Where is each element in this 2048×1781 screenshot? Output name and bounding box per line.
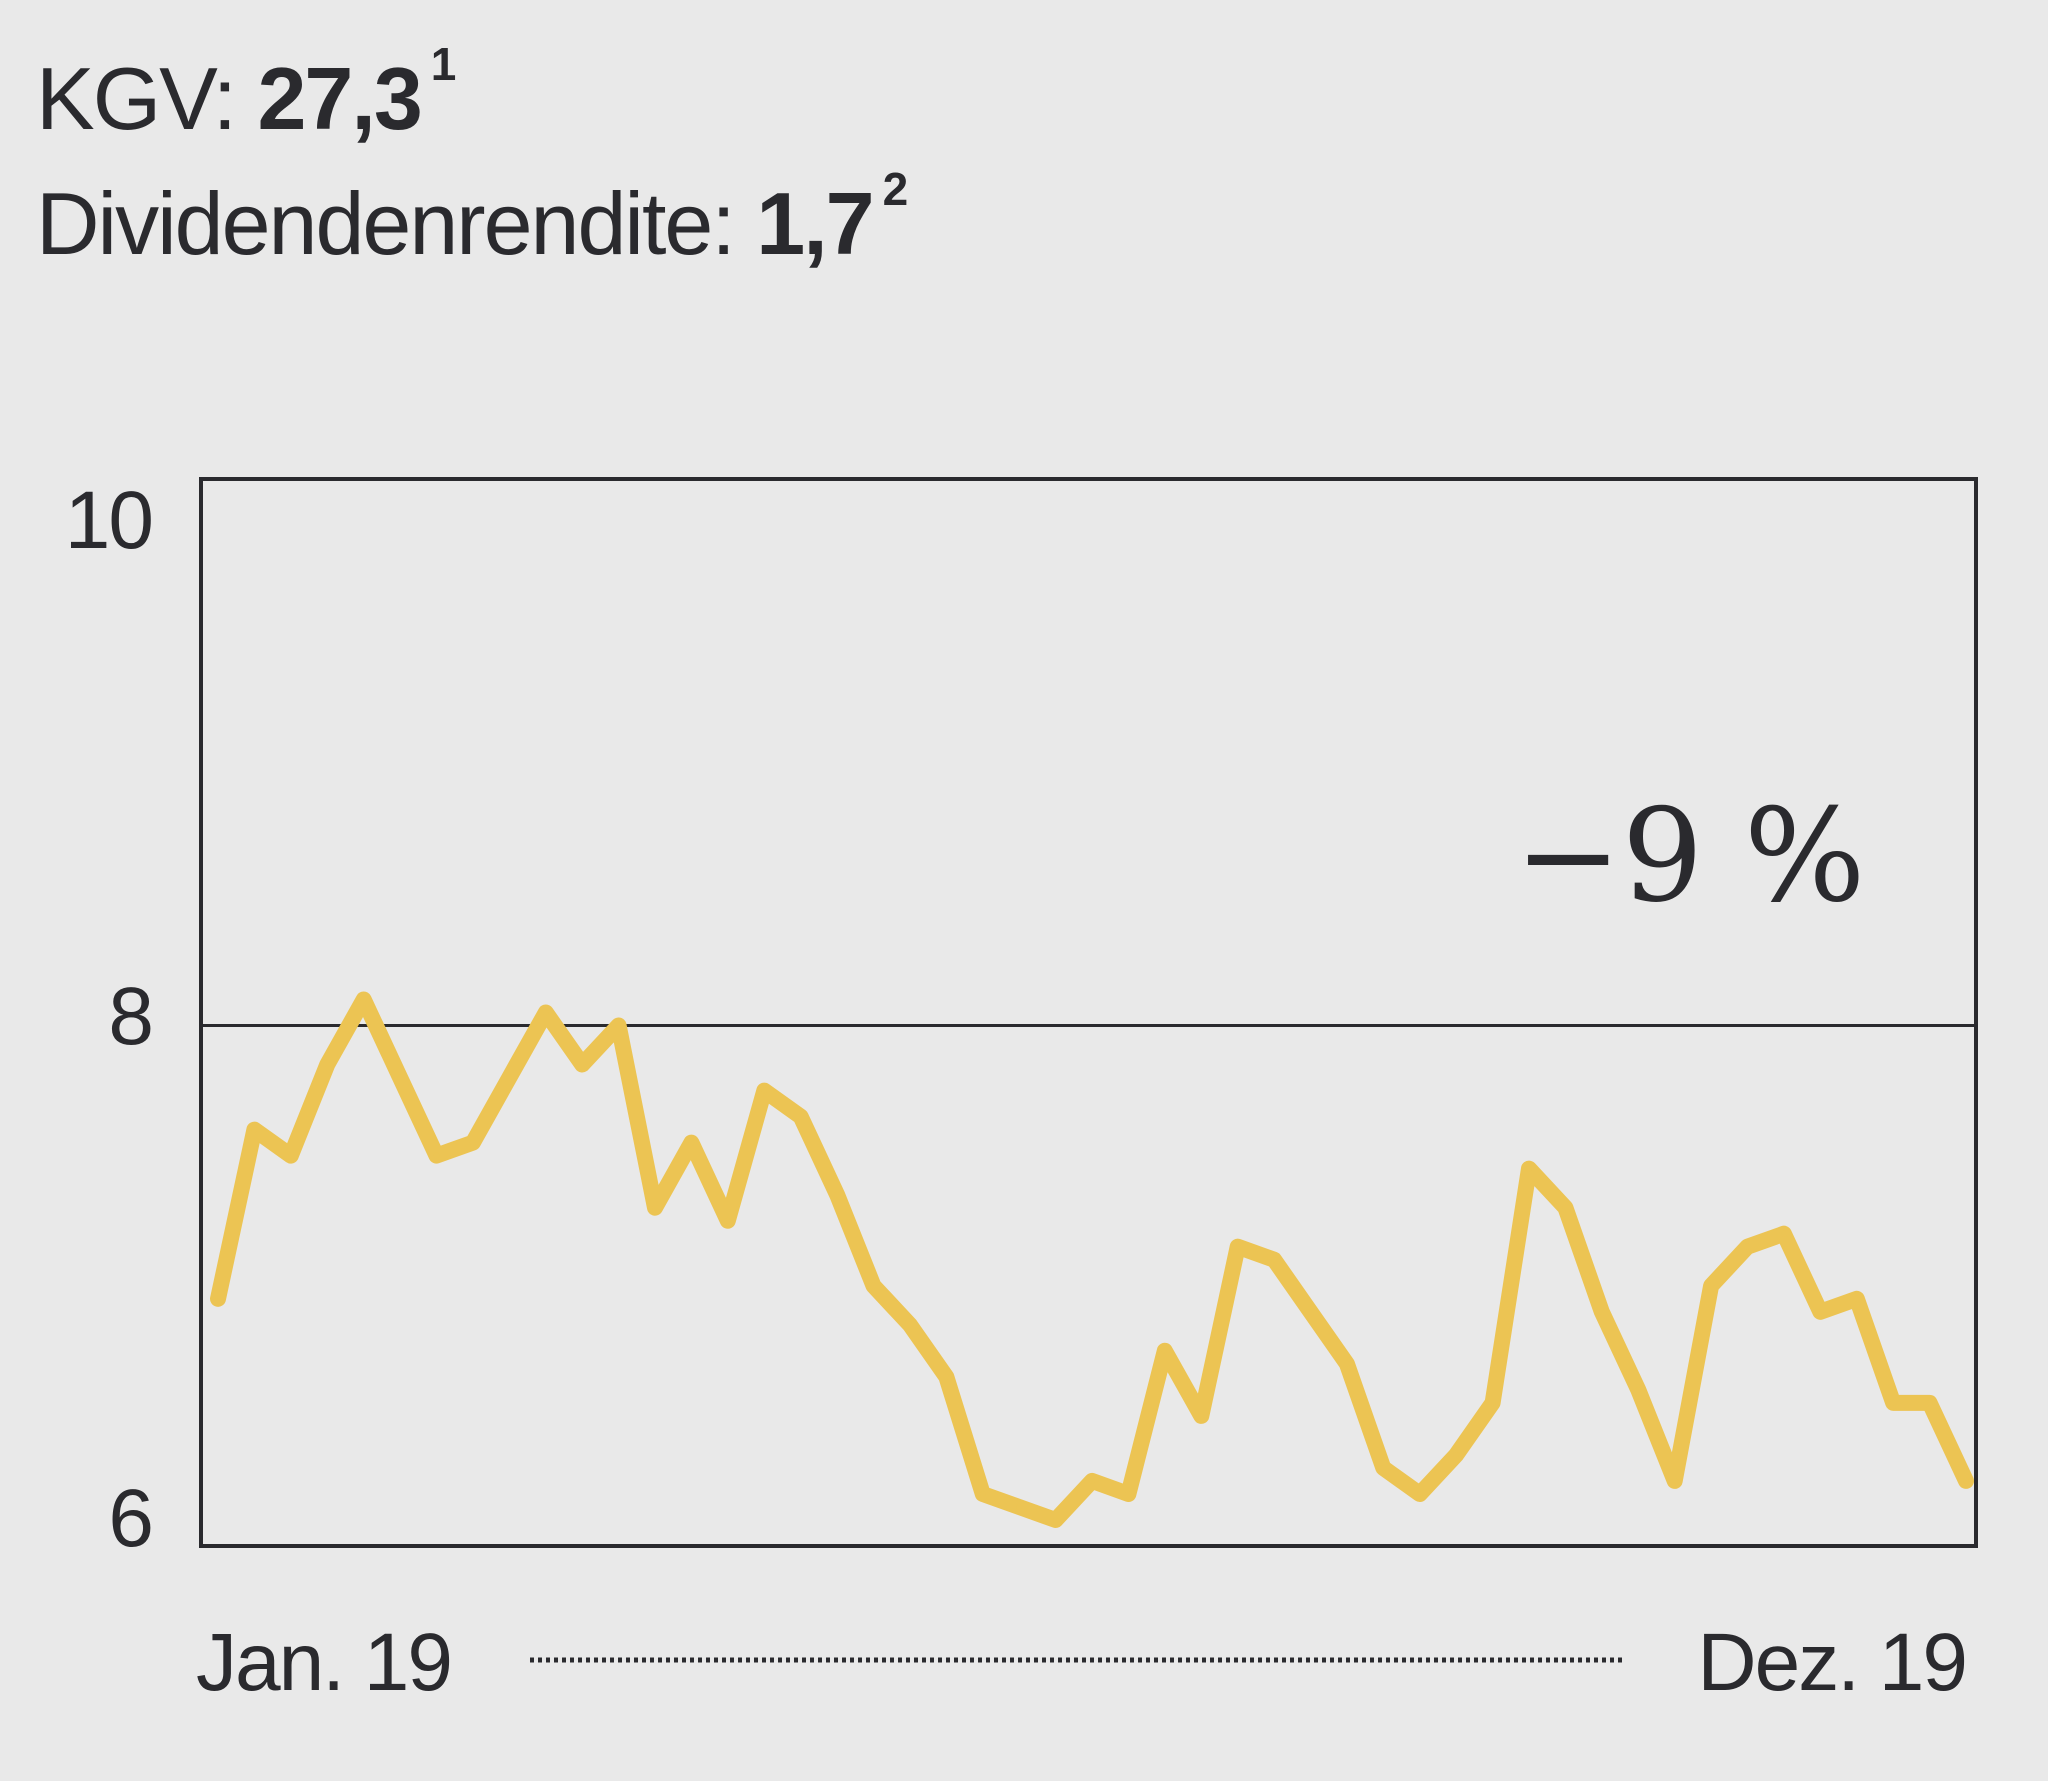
- data-point: [360, 996, 367, 1003]
- data-point: [1089, 1477, 1095, 1484]
- data-point: [1307, 1308, 1314, 1315]
- data-point: [1125, 1491, 1132, 1497]
- change-annotation: −9 %: [1515, 782, 1866, 931]
- data-point: [1343, 1360, 1350, 1367]
- data-point: [906, 1321, 913, 1328]
- data-point: [542, 1009, 549, 1016]
- kgv-label: KGV:: [36, 49, 258, 148]
- data-point: [1562, 1204, 1569, 1211]
- kgv-footnote: 1: [430, 38, 457, 90]
- dividend-yield-stat: Dividendenrendite: 1,7 2: [36, 166, 908, 268]
- data-point: [979, 1491, 986, 1497]
- data-point: [1380, 1464, 1387, 1471]
- data-point: [1853, 1295, 1860, 1302]
- x-end-label: Dez. 19: [1697, 1617, 1966, 1708]
- data-point: [943, 1373, 950, 1380]
- data-point: [215, 1295, 221, 1302]
- plot-frame: [199, 477, 1978, 1548]
- data-point: [1453, 1451, 1460, 1458]
- data-point: [1744, 1243, 1751, 1250]
- data-point: [1161, 1347, 1168, 1354]
- y-tick-label: 10: [65, 475, 152, 566]
- dividend-yield-value: 1,7: [756, 174, 874, 273]
- y-axis-ticks: 10 8 6: [65, 475, 154, 1564]
- data-point: [1416, 1491, 1423, 1497]
- data-point: [469, 1139, 476, 1146]
- data-point: [1234, 1243, 1241, 1250]
- data-point: [1271, 1256, 1278, 1263]
- data-point: [1198, 1412, 1205, 1419]
- data-point: [1926, 1399, 1933, 1406]
- y-tick-label: 6: [108, 1473, 152, 1564]
- data-point: [1635, 1386, 1642, 1393]
- kgv-stat: KGV: 27,3 1: [36, 41, 456, 143]
- data-point: [1708, 1282, 1715, 1289]
- data-point: [433, 1152, 440, 1159]
- data-point: [1963, 1477, 1969, 1484]
- data-point: [1016, 1504, 1023, 1510]
- price-line: [210, 991, 1974, 1528]
- data-point: [615, 1022, 622, 1029]
- x-start-label: Jan. 19: [196, 1617, 451, 1708]
- data-point: [1890, 1399, 1897, 1406]
- data-point: [688, 1139, 695, 1146]
- data-point: [834, 1191, 841, 1198]
- data-point: [287, 1152, 294, 1159]
- data-point: [870, 1282, 877, 1289]
- data-point: [324, 1061, 331, 1068]
- data-point: [1489, 1399, 1496, 1406]
- data-point: [724, 1217, 731, 1224]
- data-point: [797, 1113, 804, 1120]
- data-points: [215, 996, 1969, 1523]
- y-tick-label: 8: [108, 971, 152, 1062]
- data-point: [251, 1126, 258, 1133]
- data-point: [1598, 1308, 1605, 1315]
- data-point: [397, 1074, 404, 1081]
- dividend-yield-label: Dividendenrendite:: [36, 174, 757, 273]
- data-point: [579, 1061, 586, 1068]
- dividend-yield-footnote: 2: [882, 163, 909, 215]
- data-point: [1671, 1477, 1678, 1484]
- data-point: [506, 1074, 513, 1081]
- data-point: [761, 1087, 768, 1094]
- kgv-value: 27,3: [257, 49, 422, 148]
- data-point: [1817, 1308, 1824, 1315]
- data-point: [1052, 1517, 1059, 1523]
- data-point: [1526, 1165, 1532, 1172]
- data-point: [1780, 1230, 1787, 1237]
- data-point: [652, 1204, 658, 1211]
